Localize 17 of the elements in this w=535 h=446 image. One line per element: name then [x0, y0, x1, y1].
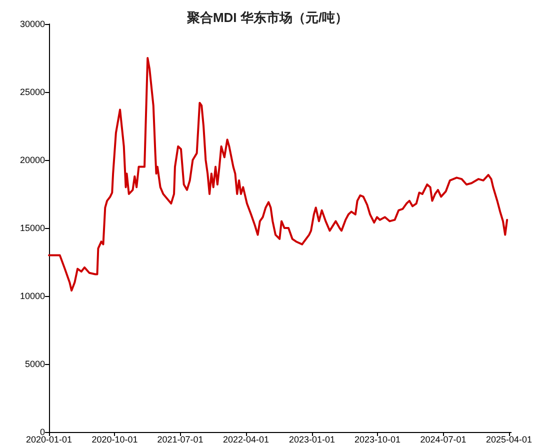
x-tick-label: 2020-10-01: [92, 434, 138, 444]
x-tick-label: 2022-04-01: [222, 434, 270, 444]
x-tick-label: 2023-01-01: [288, 434, 336, 444]
x-tick-label: 2024-07-01: [420, 434, 466, 444]
line-series: [48, 57, 508, 292]
y-tick-label: 0: [40, 427, 45, 437]
y-tick-label: 10000: [20, 291, 45, 301]
y-tick-label: 25000: [20, 87, 45, 97]
x-tick-label: 2023-10-01: [354, 434, 401, 444]
x-tick-label: 2020-01-01: [26, 434, 72, 444]
y-tick-label: 15000: [20, 223, 45, 233]
x-tick-label: 2021-07-01: [157, 434, 204, 444]
y-tick-label: 20000: [20, 155, 45, 165]
y-tick-label: 5000: [24, 359, 45, 369]
y-tick-label: 30000: [20, 19, 45, 29]
x-tick-label: 2025-04-01: [486, 434, 532, 444]
chart-title: 聚合MDI 华东市场（元/吨）: [186, 10, 348, 25]
